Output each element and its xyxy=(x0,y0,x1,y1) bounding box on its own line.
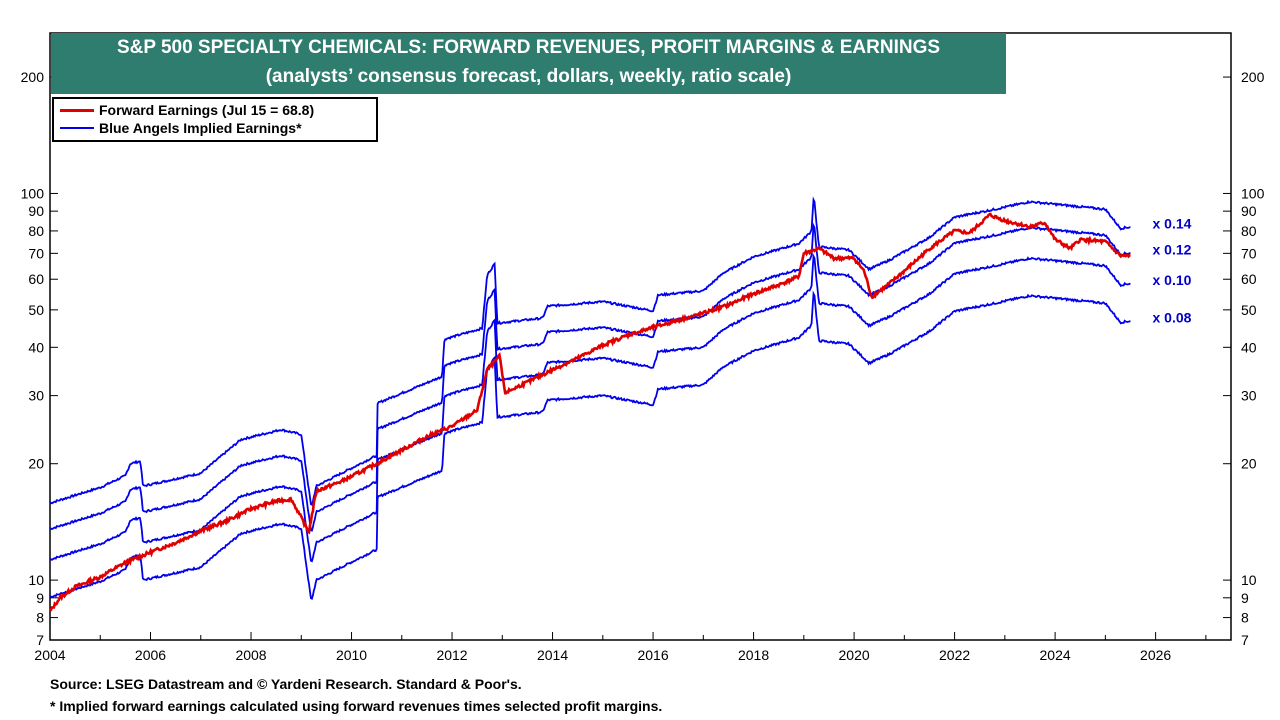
x-tick-label: 2012 xyxy=(436,647,467,663)
y-tick-label: 10 xyxy=(1241,572,1257,588)
y-tick-label: 90 xyxy=(1241,203,1257,219)
x-tick-label: 2016 xyxy=(637,647,668,663)
y-tick-label: 30 xyxy=(1241,388,1257,404)
implied-earnings-lines xyxy=(49,196,1131,600)
legend-swatch-red xyxy=(60,108,94,112)
y-tick-label: 80 xyxy=(28,223,44,239)
y-tick-label: 30 xyxy=(28,388,44,404)
y-tick-label: 40 xyxy=(1241,339,1257,355)
chart-title-line2: (analysts’ consensus forecast, dollars, … xyxy=(265,66,792,87)
y-tick-label: 9 xyxy=(1241,590,1249,606)
x-axis: 2004 2006 2008 2010 2012 2014 2016 2018 2020 2022… xyxy=(34,632,1207,663)
footer-note: * Implied forward earnings calculated us… xyxy=(50,698,663,714)
y-tick-label: 40 xyxy=(28,339,44,355)
chart-title: S&P 500 SPECIALTY CHEMICALS: FORWARD REV… xyxy=(51,33,1006,94)
y-tick-label: 7 xyxy=(1241,632,1249,648)
y-tick-label: 9 xyxy=(36,590,44,606)
multiplier-labels: x 0.14 x 0.12 x 0.10 x 0.08 xyxy=(1152,215,1191,325)
x-tick-label: 2014 xyxy=(537,647,568,663)
implied-earnings-line xyxy=(49,290,1131,600)
legend-item-implied-earnings: Blue Angels Implied Earnings* xyxy=(60,119,302,137)
multiplier-label: x 0.14 xyxy=(1152,215,1191,231)
y-tick-label: 8 xyxy=(1241,610,1249,626)
x-tick-label: 2004 xyxy=(34,647,65,663)
y-tick-label: 80 xyxy=(1241,223,1257,239)
y-tick-label: 20 xyxy=(1241,456,1257,472)
legend-label-implied-earnings: Blue Angels Implied Earnings* xyxy=(99,120,302,136)
multiplier-label: x 0.10 xyxy=(1152,272,1191,288)
y-tick-label: 60 xyxy=(28,271,44,287)
legend-item-forward-earnings: Forward Earnings (Jul 15 = 68.8) xyxy=(60,101,314,119)
x-tick-label: 2022 xyxy=(939,647,970,663)
x-tick-label: 2010 xyxy=(336,647,367,663)
legend-label-forward-earnings: Forward Earnings (Jul 15 = 68.8) xyxy=(99,102,315,118)
x-tick-label: 2008 xyxy=(235,647,266,663)
footer-source: Source: LSEG Datastream and © Yardeni Re… xyxy=(50,676,522,692)
y-tick-label: 90 xyxy=(28,203,44,219)
implied-earnings-line xyxy=(49,252,1131,563)
y-tick-label: 50 xyxy=(1241,302,1257,318)
multiplier-label: x 0.08 xyxy=(1152,309,1191,325)
implied-earnings-line xyxy=(49,222,1131,532)
x-tick-label: 2018 xyxy=(738,647,769,663)
y-tick-label: 10 xyxy=(28,572,44,588)
x-tick-label: 2006 xyxy=(135,647,166,663)
y-tick-label: 20 xyxy=(28,456,44,472)
x-tick-label: 2020 xyxy=(839,647,870,663)
implied-earnings-line xyxy=(49,196,1131,506)
y-tick-label: 100 xyxy=(21,185,45,201)
forward-earnings-line xyxy=(49,212,1131,612)
y-tick-label: 70 xyxy=(1241,245,1257,261)
y-tick-label: 50 xyxy=(28,302,44,318)
y-tick-label: 70 xyxy=(28,245,44,261)
y-axis-right: 7 8 9 10 20 30 40 50 60 70 80 90 100 200 xyxy=(1223,69,1265,648)
x-tick-label: 2024 xyxy=(1040,647,1071,663)
y-tick-label: 7 xyxy=(36,632,44,648)
y-tick-label: 200 xyxy=(21,69,45,85)
y-tick-label: 100 xyxy=(1241,185,1265,201)
legend: Forward Earnings (Jul 15 = 68.8) Blue An… xyxy=(52,97,378,142)
y-tick-label: 200 xyxy=(1241,69,1265,85)
y-tick-label: 8 xyxy=(36,610,44,626)
y-axis-left: 7 8 9 10 20 30 40 50 60 70 80 90 100 200 xyxy=(21,69,58,648)
forward-earnings-line-path xyxy=(49,212,1131,612)
legend-swatch-blue xyxy=(60,127,94,129)
multiplier-label: x 0.12 xyxy=(1152,241,1191,257)
x-tick-label: 2026 xyxy=(1140,647,1171,663)
y-tick-label: 60 xyxy=(1241,271,1257,287)
chart-title-line1: S&P 500 SPECIALTY CHEMICALS: FORWARD REV… xyxy=(116,37,941,58)
